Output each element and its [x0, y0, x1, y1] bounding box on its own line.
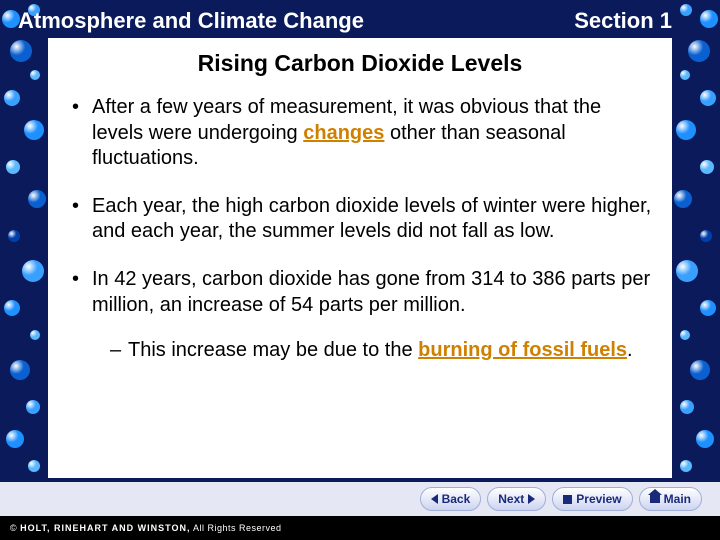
next-label: Next	[498, 492, 524, 506]
bubble	[700, 230, 712, 242]
bubble	[22, 260, 44, 282]
bubble	[674, 190, 692, 208]
nav-bar: Back Next Preview Main	[0, 482, 720, 516]
bubble	[688, 40, 710, 62]
bubble	[28, 460, 40, 472]
bubble	[6, 160, 20, 174]
next-icon	[528, 494, 535, 504]
bubble	[10, 40, 32, 62]
bubble	[700, 160, 714, 174]
bubble	[696, 430, 714, 448]
slide-title: Rising Carbon Dioxide Levels	[68, 50, 652, 77]
bubble	[6, 430, 24, 448]
chapter-title: Atmosphere and Climate Change	[18, 8, 364, 34]
bubble	[30, 330, 40, 340]
bubble	[676, 120, 696, 140]
bubble	[28, 190, 46, 208]
bubble	[8, 230, 20, 242]
next-button[interactable]: Next	[487, 487, 546, 511]
bubble-strip-left	[0, 0, 50, 500]
bubble	[4, 90, 20, 106]
back-button[interactable]: Back	[420, 487, 482, 511]
copyright-text: © HOLT, RINEHART AND WINSTON, All Rights…	[10, 523, 282, 533]
slide-header: Atmosphere and Climate Change Section 1	[0, 0, 720, 38]
main-button[interactable]: Main	[639, 487, 702, 511]
bubble	[680, 70, 690, 80]
bubble	[680, 460, 692, 472]
bubble	[30, 70, 40, 80]
bullet-item: Each year, the high carbon dioxide level…	[68, 194, 652, 245]
main-label: Main	[664, 492, 691, 506]
bubble	[680, 400, 694, 414]
sub-bullet-item: This increase may be due to the burning …	[92, 338, 652, 364]
bubble	[26, 400, 40, 414]
sub-bullet-list: This increase may be due to the burning …	[92, 338, 652, 364]
back-label: Back	[442, 492, 471, 506]
section-label: Section 1	[574, 8, 672, 34]
bubble	[680, 330, 690, 340]
bubble	[10, 360, 30, 380]
bubble	[700, 300, 716, 316]
back-icon	[431, 494, 438, 504]
home-icon	[650, 495, 660, 503]
bubble	[676, 260, 698, 282]
preview-button[interactable]: Preview	[552, 487, 632, 511]
bullet-list: After a few years of measurement, it was…	[68, 95, 652, 364]
bubble	[700, 90, 716, 106]
highlight-text: changes	[303, 122, 384, 144]
bubble	[4, 300, 20, 316]
preview-icon	[563, 495, 572, 504]
preview-label: Preview	[576, 492, 621, 506]
footer-bar: © HOLT, RINEHART AND WINSTON, All Rights…	[0, 516, 720, 540]
bullet-item: In 42 years, carbon dioxide has gone fro…	[68, 267, 652, 364]
bullet-item: After a few years of measurement, it was…	[68, 95, 652, 172]
bubble	[690, 360, 710, 380]
bubble	[24, 120, 44, 140]
slide-body: Rising Carbon Dioxide Levels After a few…	[48, 38, 672, 478]
highlight-text: burning of fossil fuels	[418, 339, 627, 361]
bubble-strip-right	[670, 0, 720, 500]
